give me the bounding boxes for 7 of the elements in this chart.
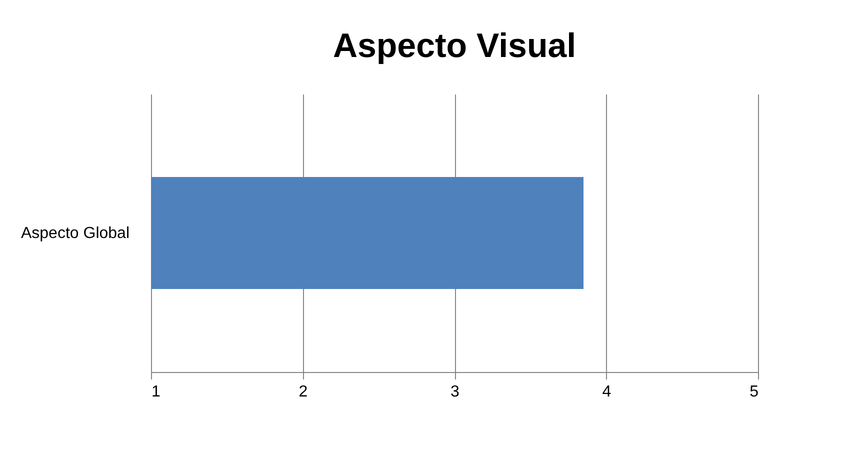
x-tick-label: 1 bbox=[152, 384, 160, 400]
x-tick-label: 5 bbox=[750, 384, 759, 400]
chart-title: Aspecto Visual bbox=[332, 27, 576, 65]
y-tick-label: Aspecto Global bbox=[20, 225, 130, 242]
x-tick-label: 2 bbox=[298, 384, 308, 400]
x-tick-label: 3 bbox=[450, 384, 460, 400]
x-tick-label: 4 bbox=[602, 384, 612, 400]
